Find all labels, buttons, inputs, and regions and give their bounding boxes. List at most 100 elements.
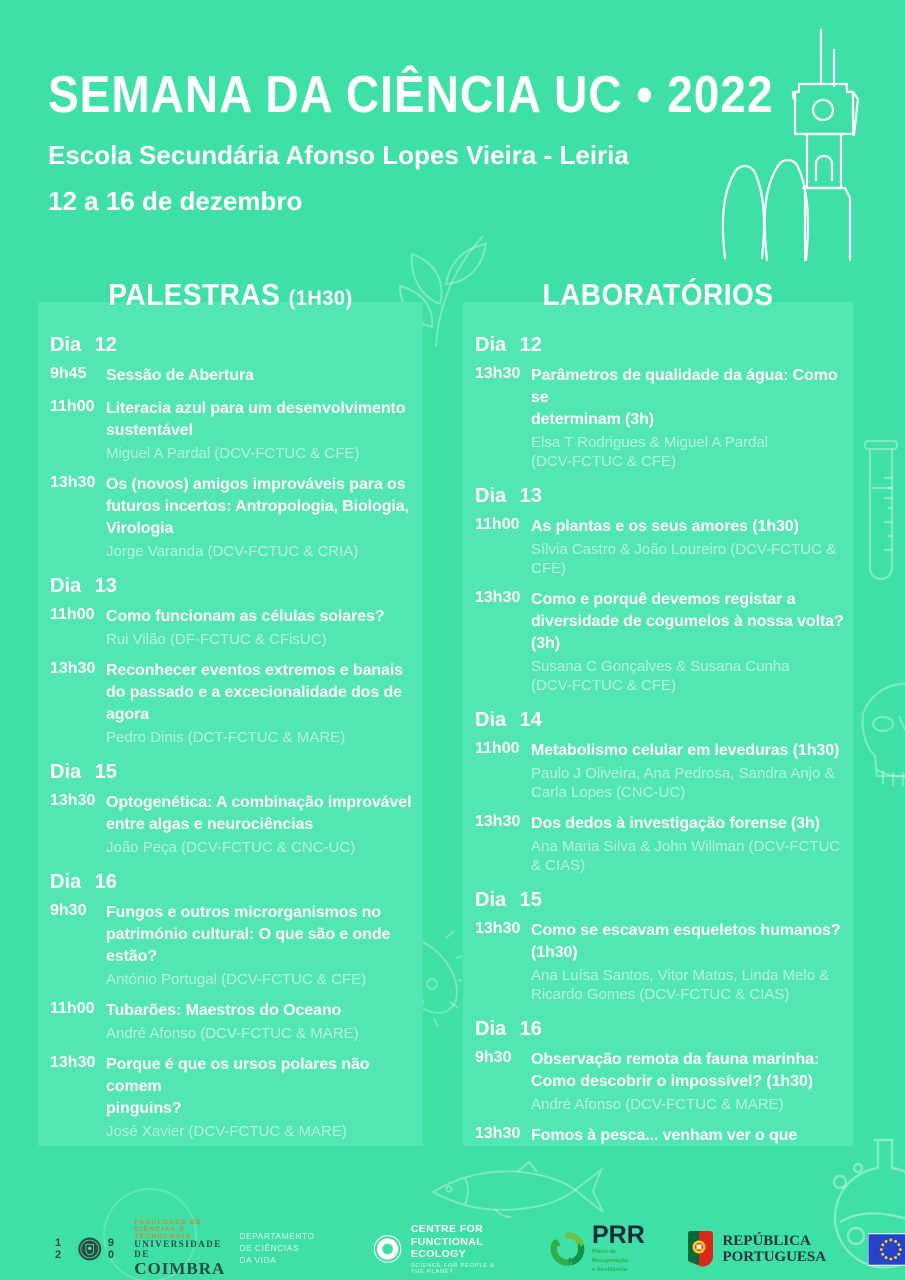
cfe-logo-text: CENTRE FOR FUNCTIONAL ECOLOGY SCIENCE FO… bbox=[411, 1223, 498, 1275]
event-row: 13h30 Reconhecer eventos extremos e bana… bbox=[50, 660, 415, 747]
event-body: Como se escavam esqueletos humanos? (1h3… bbox=[531, 920, 845, 1004]
day-block: Dia 16 9h30 Observação remota da fauna m… bbox=[475, 1018, 845, 1146]
uc-faculty-line2: CIÊNCIAS E TECNOLOGIA bbox=[134, 1226, 192, 1241]
day-events: 11h00 As plantas e os seus amores (1h30)… bbox=[475, 516, 845, 695]
event-time: 11h00 bbox=[475, 740, 520, 757]
event-speakers: Pedro Dinis (DCT-FCTUC & MARE) bbox=[106, 729, 346, 746]
prr-name: PRR bbox=[591, 1220, 645, 1249]
day-events: 9h30 Observação remota da fauna marinha:… bbox=[475, 1049, 845, 1146]
event-time: 11h00 bbox=[50, 398, 95, 415]
event-row: 11h00 As plantas e os seus amores (1h30)… bbox=[475, 516, 845, 578]
event-time: 13h30 bbox=[475, 365, 521, 382]
event-row: 9h30 Observação remota da fauna marinha:… bbox=[475, 1049, 845, 1114]
event-row: 13h30 Parâmetros de qualidade da água: C… bbox=[475, 365, 845, 471]
event-body: Porque é que os ursos polares não comem … bbox=[106, 1054, 415, 1141]
event-body: Literacia azul para um desenvolvimento s… bbox=[106, 398, 415, 463]
palestras-column: PALESTRAS (1H30) Dia 12 9h45 Sessão de A… bbox=[38, 278, 423, 1146]
event-body: Optogenética: A combinação improvável en… bbox=[106, 792, 415, 857]
day-events: 13h30 Como se escavam esqueletos humanos… bbox=[475, 920, 845, 1004]
day-events: 13h30 Optogenética: A combinação imprová… bbox=[50, 792, 415, 857]
event-time: 11h00 bbox=[475, 516, 520, 533]
event-title: Parâmetros de qualidade da água: Como se… bbox=[531, 367, 838, 428]
republica-line1: REPÚBLICA bbox=[722, 1232, 811, 1249]
event-speakers: João Peça (DCV-FCTUC & CNC-UC) bbox=[106, 839, 356, 856]
uc-faculty-line1: FACULDADE DE bbox=[134, 1219, 202, 1227]
day-label: Dia 13 bbox=[475, 485, 542, 507]
eu-funding-logo: Financiado pela União Europeia NextGener… bbox=[868, 1214, 905, 1280]
event-time: 9h45 bbox=[50, 365, 87, 382]
event-title: Tubarões: Maestros do Oceano bbox=[106, 1002, 342, 1019]
event-time: 13h30 bbox=[50, 1054, 96, 1071]
event-time: 13h30 bbox=[475, 1125, 521, 1142]
event-title: Dos dedos à investigação forense (3h) bbox=[531, 815, 820, 832]
event-row: 9h30 Fungos e outros microrganismos no p… bbox=[50, 902, 415, 989]
prr-line1: Plano de Recuperação bbox=[591, 1248, 629, 1264]
day-label: Dia 15 bbox=[50, 761, 117, 783]
event-title: Como e porquê devemos registar a diversi… bbox=[531, 591, 844, 652]
event-title: Os (novos) amigos improváveis para os fu… bbox=[106, 476, 409, 537]
event-time: 9h30 bbox=[475, 1049, 512, 1066]
day-events: 11h00 Metabolismo celular em leveduras (… bbox=[475, 740, 845, 875]
day-block: Dia 15 13h30 Optogenética: A combinação … bbox=[50, 761, 415, 857]
event-speakers: José Xavier (DCV-FCTUC & MARE) bbox=[106, 1123, 347, 1140]
cfe-ring-icon bbox=[373, 1235, 402, 1263]
event-title: Fomos à pesca... venham ver o que trouxe… bbox=[531, 1127, 798, 1144]
event-body: Fungos e outros microrganismos no patrim… bbox=[106, 902, 415, 989]
event-body: Observação remota da fauna marinha: Como… bbox=[531, 1049, 845, 1114]
day-block: Dia 13 11h00 As plantas e os seus amores… bbox=[475, 485, 845, 695]
school-name: Escola Secundária Afonso Lopes Vieira - … bbox=[48, 140, 629, 170]
day-events: 13h30 Parâmetros de qualidade da água: C… bbox=[475, 365, 845, 471]
event-body: Tubarões: Maestros do Oceano André Afons… bbox=[106, 1000, 415, 1043]
event-body: Reconhecer eventos extremos e banais do … bbox=[106, 660, 415, 747]
cfe-logo: CENTRE FOR FUNCTIONAL ECOLOGY SCIENCE FO… bbox=[373, 1223, 498, 1275]
event-title: Sessão de Abertura bbox=[106, 367, 254, 384]
event-row: 11h00 Literacia azul para um desenvolvim… bbox=[50, 398, 415, 463]
event-row: 13h30 Optogenética: A combinação imprová… bbox=[50, 792, 415, 857]
event-speakers: Elsa T Rodrigues & Miguel A Pardal (DCV-… bbox=[531, 434, 769, 470]
cfe-line1: CENTRE FOR bbox=[410, 1223, 484, 1236]
event-row: 11h00 Tubarões: Maestros do Oceano André… bbox=[50, 1000, 415, 1043]
event-title: Fungos e outros microrganismos no patrim… bbox=[106, 904, 391, 965]
dcv-line2: DE CIÊNCIAS bbox=[239, 1243, 300, 1254]
event-speakers: André Afonso (DCV-FCTUC & MARE) bbox=[106, 1025, 359, 1042]
event-title: Porque é que os ursos polares não comem … bbox=[106, 1056, 370, 1117]
dcv-line3: DA VIDA bbox=[239, 1254, 277, 1265]
event-title: Optogenética: A combinação improvável en… bbox=[106, 794, 412, 833]
uc-year-right: 9 0 bbox=[107, 1237, 118, 1261]
event-speakers: Sílvia Castro & João Loureiro (DCV-FCTUC… bbox=[531, 541, 837, 577]
day-block: Dia 14 11h00 Metabolismo celular em leve… bbox=[475, 709, 845, 875]
dcv-line1: DEPARTAMENTO bbox=[239, 1231, 315, 1242]
event-title: Reconhecer eventos extremos e banais do … bbox=[106, 662, 403, 723]
uc-logo-text: FACULDADE DE CIÊNCIAS E TECNOLOGIA UNIVE… bbox=[134, 1219, 225, 1279]
day-label: Dia 14 bbox=[475, 709, 542, 731]
event-time: 13h30 bbox=[50, 474, 96, 491]
event-title: Literacia azul para um desenvolvimento s… bbox=[106, 400, 406, 439]
event-body: As plantas e os seus amores (1h30) Sílvi… bbox=[531, 516, 845, 578]
event-speakers: Miguel A Pardal (DCV-FCTUC & CFE) bbox=[106, 445, 360, 462]
prr-logo: PRR Plano de Recuperação e Resiliência bbox=[550, 1220, 649, 1276]
event-title: Como funcionam as células solares? bbox=[106, 608, 385, 625]
palestras-heading: PALESTRAS (1H30) bbox=[38, 278, 423, 313]
event-title: Metabolismo celular em leveduras (1h30) bbox=[531, 742, 840, 759]
event-body: Parâmetros de qualidade da água: Como se… bbox=[531, 365, 845, 471]
event-row: 9h45 Sessão de Abertura bbox=[50, 365, 415, 387]
event-speakers: Susana C Gonçalves & Susana Cunha (DCV-F… bbox=[531, 658, 790, 694]
day-label: Dia 13 bbox=[50, 575, 117, 597]
laboratorios-heading: LABORATÓRIOS bbox=[463, 278, 853, 313]
test-tube-icon bbox=[863, 440, 899, 581]
laboratorios-panel: Dia 12 13h30 Parâmetros de qualidade da … bbox=[463, 302, 853, 1146]
republica-portuguesa-logo: REPÚBLICA PORTUGUESA bbox=[686, 1229, 826, 1269]
event-speakers: António Portugal (DCV-FCTUC & CFE) bbox=[106, 971, 367, 988]
uc-coimbra-line: COIMBRA bbox=[134, 1259, 226, 1279]
event-time: 9h30 bbox=[50, 902, 87, 919]
cfe-motto: SCIENCE FOR PEOPLE & THE PLANET bbox=[410, 1262, 495, 1275]
uc-seal-icon bbox=[78, 1237, 102, 1261]
day-label: Dia 16 bbox=[50, 871, 117, 893]
fish-icon bbox=[430, 1160, 604, 1218]
day-block: Dia 13 11h00 Como funcionam as células s… bbox=[50, 575, 415, 747]
pt-flag-icon bbox=[688, 1231, 714, 1267]
event-row: 13h30 Fomos à pesca... venham ver o que … bbox=[475, 1125, 845, 1146]
event-row: 13h30 Como e porquê devemos registar a d… bbox=[475, 589, 845, 695]
day-events: 11h00 Como funcionam as células solares?… bbox=[50, 606, 415, 747]
